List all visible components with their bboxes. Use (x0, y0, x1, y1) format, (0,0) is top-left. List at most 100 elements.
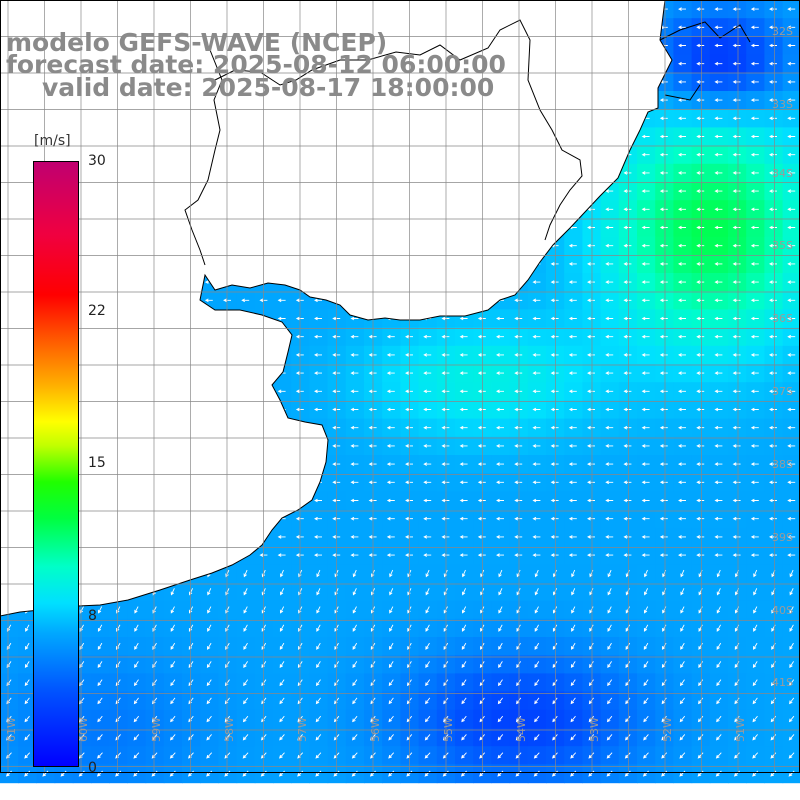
wind-arrow (662, 642, 667, 650)
wind-arrow (459, 353, 468, 357)
wind-arrow (678, 462, 686, 466)
wind-arrow (641, 298, 650, 303)
wind-arrow (732, 98, 741, 102)
wind-arrow (497, 679, 503, 687)
wind-arrow (459, 553, 468, 557)
wind-arrow (316, 588, 321, 596)
wind-arrow (570, 679, 576, 687)
wind-arrow (750, 316, 759, 321)
wind-arrow (787, 316, 796, 321)
wind-arrow (97, 661, 103, 668)
wind-arrow (279, 679, 285, 687)
wind-arrow (550, 371, 559, 375)
wind-arrow (714, 389, 723, 394)
wind-arrow (388, 697, 394, 705)
wind-arrow (696, 298, 705, 303)
wind-arrow (279, 606, 285, 614)
wind-arrow (459, 462, 468, 466)
wind-arrow (716, 715, 722, 723)
wind-arrow (133, 770, 140, 777)
model-title: modelo GEFS-WAVE (NCEP) (6, 28, 388, 57)
colorbar-tick: 22 (88, 303, 106, 319)
wind-arrow (242, 734, 249, 741)
wind-arrow (714, 462, 723, 466)
wind-arrow (769, 80, 777, 84)
wind-arrow (461, 588, 467, 596)
wind-arrow (259, 553, 268, 557)
wind-arrow (170, 642, 176, 650)
wind-arrow (623, 225, 632, 230)
wind-arrow (714, 480, 723, 485)
wind-arrow (314, 407, 322, 412)
wind-arrow (732, 371, 741, 375)
wind-arrow (787, 425, 796, 430)
wind-arrow (188, 606, 194, 614)
wind-arrow (732, 152, 741, 157)
wind-arrow (623, 189, 632, 193)
wind-arrow (641, 480, 650, 485)
wind-arrow (714, 498, 723, 503)
wind-arrow (260, 770, 267, 777)
wind-arrow (659, 389, 668, 394)
wind-arrow (115, 770, 122, 777)
wind-arrow (532, 316, 541, 321)
wind-arrow (587, 371, 595, 375)
wind-arrow (587, 535, 595, 539)
wind-arrow (350, 516, 359, 521)
wind-arrow (679, 734, 686, 741)
wind-arrow (732, 189, 741, 193)
wind-arrow (680, 624, 685, 632)
wind-arrow (587, 407, 595, 412)
wind-arrow (659, 316, 668, 321)
wind-arrow (734, 752, 740, 759)
wind-arrow (716, 697, 722, 705)
wind-arrow (279, 569, 284, 578)
wind-arrow (678, 516, 686, 521)
wind-arrow (696, 444, 705, 448)
wind-arrow (659, 171, 668, 175)
wind-arrow (425, 661, 430, 668)
wind-arrow (714, 25, 723, 30)
wind-arrow (678, 207, 686, 212)
wind-arrow (423, 462, 432, 466)
wind-arrow (350, 480, 359, 485)
wind-arrow (550, 498, 559, 503)
wind-arrow (678, 61, 686, 66)
wind-arrow (388, 715, 394, 723)
wind-arrow (680, 661, 685, 668)
wind-arrow (750, 225, 759, 230)
wind-arrow (423, 498, 432, 503)
wind-arrow (207, 642, 212, 650)
wind-arrow (607, 588, 612, 596)
wind-arrow (389, 588, 394, 596)
wind-arrow (659, 498, 668, 503)
wind-arrow (678, 389, 686, 394)
wind-arrow (206, 715, 212, 723)
wind-arrow (424, 770, 431, 777)
land-polygon (0, 0, 673, 617)
wind-arrow (261, 569, 266, 578)
wind-arrow (534, 715, 540, 723)
wind-arrow (787, 371, 796, 375)
wind-arrow (714, 189, 723, 193)
wind-arrow (750, 480, 759, 485)
wind-arrow (623, 516, 632, 521)
wind-arrow (352, 679, 358, 687)
wind-arrow (714, 80, 723, 84)
wind-arrow (550, 462, 559, 466)
wind-arrow (588, 697, 594, 705)
wind-arrow (588, 752, 595, 759)
wind-arrow (643, 679, 649, 687)
wind-arrow (589, 642, 594, 650)
wind-arrow (605, 498, 614, 503)
wind-arrow (787, 80, 796, 84)
wind-arrow (206, 661, 212, 668)
wind-arrow (587, 389, 595, 394)
wind-arrow (461, 569, 466, 578)
wind-arrow (787, 262, 796, 266)
wind-arrow (243, 588, 248, 596)
wind-arrow (259, 298, 268, 303)
wind-arrow (461, 752, 467, 759)
wind-arrow (589, 606, 594, 614)
wind-arrow (277, 553, 286, 557)
